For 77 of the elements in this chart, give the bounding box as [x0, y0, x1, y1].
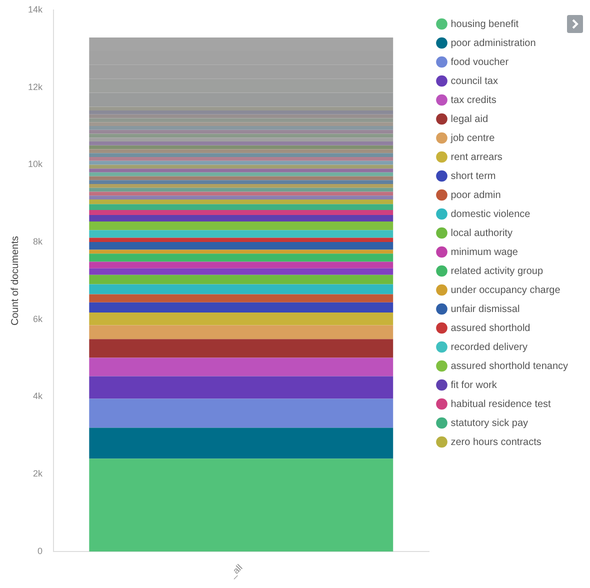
y-tick-label: 4k	[32, 391, 43, 402]
bar	[89, 358, 394, 376]
legend-label: domestic violence	[450, 208, 531, 220]
legend-label: fit for work	[450, 380, 498, 391]
legend-label: under occupancy charge	[450, 284, 561, 296]
legend-label: related activity group	[450, 266, 544, 277]
y-tick-label: 6k	[32, 314, 43, 324]
bar	[89, 262, 394, 268]
bar	[89, 302, 394, 312]
bar	[89, 145, 394, 150]
bar	[89, 339, 394, 358]
bar	[89, 130, 394, 134]
bar	[89, 118, 394, 122]
bar	[89, 141, 394, 146]
bar	[89, 222, 394, 230]
y-tick-label: 10k	[28, 159, 44, 170]
legend-label: housing benefit	[450, 18, 519, 30]
legend-label: zero hours contracts	[450, 436, 542, 448]
bar	[89, 458, 394, 552]
bar	[89, 184, 394, 188]
bar	[89, 214, 394, 222]
bar	[89, 153, 394, 157]
legend-label: minimum wage	[450, 246, 518, 258]
legend-label: food voucher	[450, 56, 510, 68]
bar	[89, 254, 394, 262]
bar	[89, 376, 394, 399]
legend-label: recorded delivery	[450, 342, 528, 353]
bar	[89, 200, 394, 204]
bar	[89, 176, 394, 180]
bar	[89, 428, 394, 459]
legend-label: assured shorthold	[450, 322, 530, 334]
legend-label: tax credits	[450, 94, 496, 106]
bar	[89, 274, 394, 284]
legend-label: poor administration	[450, 38, 536, 49]
bar	[89, 192, 394, 196]
bar	[89, 284, 394, 294]
bar	[89, 250, 394, 254]
y-tick-label: 12k	[28, 82, 44, 92]
bar	[89, 312, 394, 326]
bar	[89, 230, 394, 238]
legend-label: local authority	[450, 228, 512, 239]
bar	[89, 196, 394, 200]
bar	[89, 268, 394, 275]
legend-label: statutory sick pay	[450, 418, 528, 429]
legend-label: poor admin	[450, 190, 501, 201]
legend-label: assured shorthold tenancy	[450, 360, 568, 372]
bar	[89, 156, 394, 161]
bar	[89, 122, 394, 126]
bar	[89, 188, 394, 192]
bar	[89, 238, 394, 242]
bar	[89, 294, 394, 302]
bar	[89, 168, 394, 172]
y-tick-label: 14k	[28, 4, 44, 14]
y-tick-label: 0	[37, 546, 43, 556]
bar	[89, 242, 394, 250]
bar	[89, 180, 394, 184]
bar	[89, 398, 394, 428]
y-tick-label: 8k	[32, 236, 43, 247]
bar	[89, 160, 394, 165]
legend-label: habitual residence test	[450, 398, 552, 410]
bar	[89, 134, 394, 138]
y-axis-title: Count of documents	[10, 236, 21, 326]
legend-label: short term	[450, 170, 496, 182]
bar	[89, 138, 394, 142]
bar	[89, 149, 394, 154]
legend-label: council tax	[450, 76, 498, 87]
legend-label: job centre	[450, 132, 496, 144]
bar	[89, 210, 394, 215]
legend-label: unfair dismissal	[450, 304, 520, 315]
bar	[89, 325, 394, 340]
legend-label: rent arrears	[450, 152, 502, 163]
bar	[89, 172, 394, 176]
y-tick-label: 2k	[32, 468, 43, 479]
bar	[89, 164, 394, 169]
legend-label: legal aid	[450, 114, 488, 125]
bar	[89, 114, 394, 118]
bar	[89, 204, 394, 210]
